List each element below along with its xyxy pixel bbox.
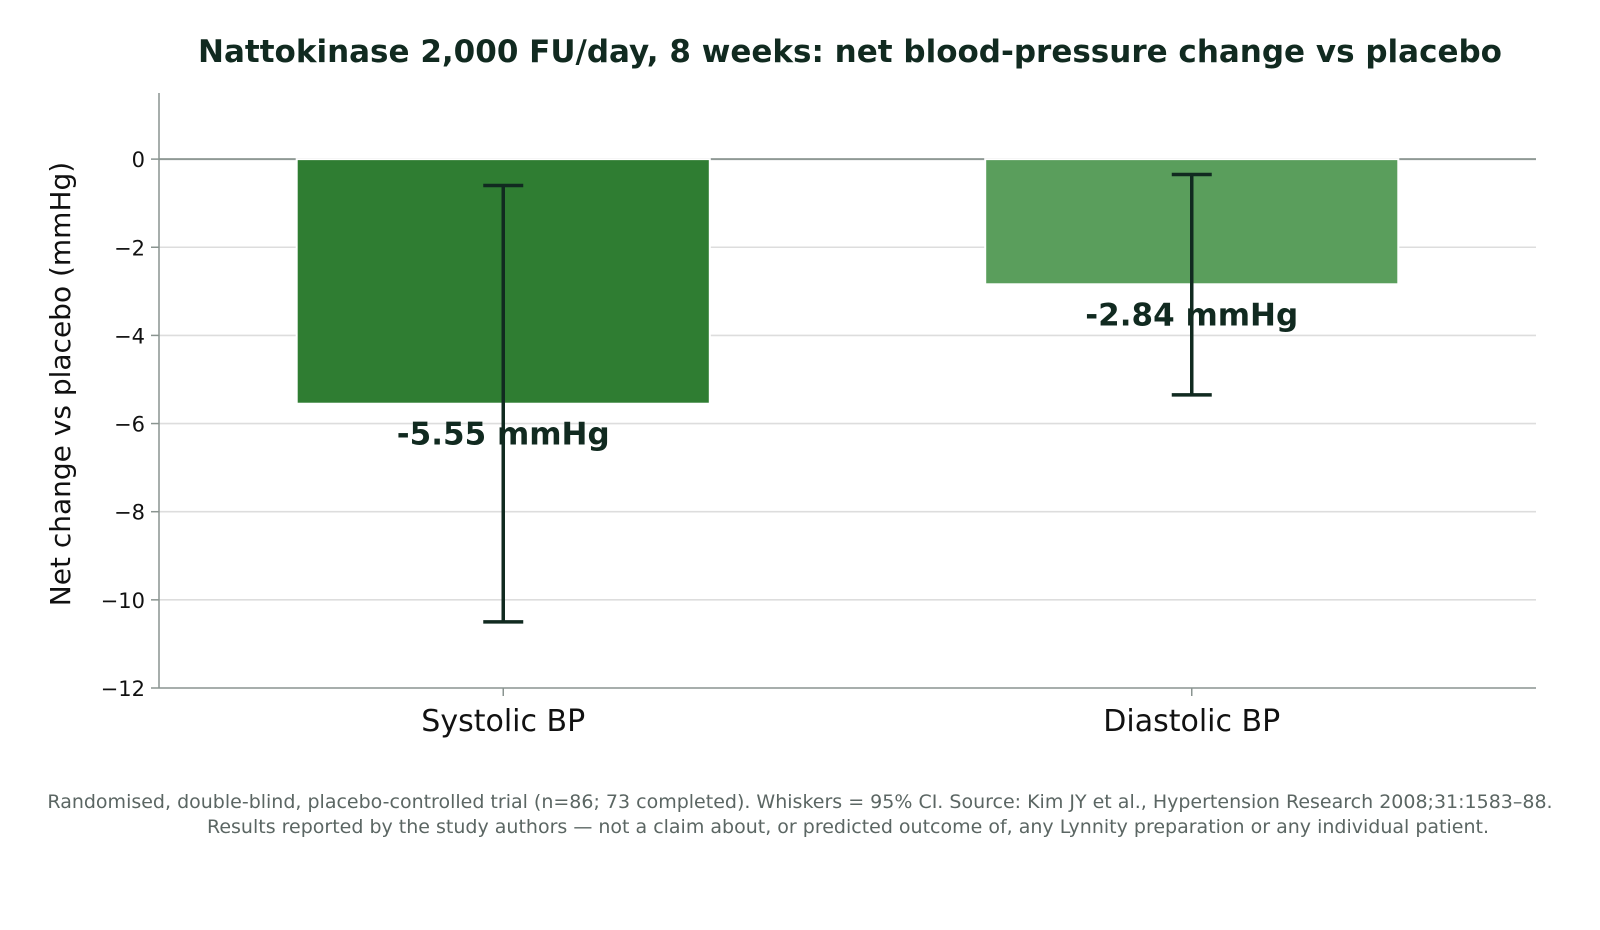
y-tick-label: −6 <box>114 413 145 437</box>
data-label: -5.55 mmHg <box>397 417 610 453</box>
footnote-line-1: Randomised, double-blind, placebo-contro… <box>47 791 1552 813</box>
y-tick-label: −12 <box>101 677 145 701</box>
y-tick-label: −4 <box>114 324 145 348</box>
y-tick-label: −10 <box>101 589 145 613</box>
error-bars <box>483 172 1212 624</box>
data-labels: -5.55 mmHg -2.84 mmHg <box>397 297 1298 452</box>
footnote-line-2: Results reported by the study authors — … <box>207 816 1489 838</box>
bars <box>295 158 1400 405</box>
chart-title: Nattokinase 2,000 FU/day, 8 weeks: net b… <box>198 34 1502 70</box>
x-tick-label: Systolic BP <box>421 704 585 739</box>
x-tick-label: Diastolic BP <box>1103 704 1280 739</box>
data-label: -2.84 mmHg <box>1085 297 1298 333</box>
y-tick-label: −8 <box>114 501 145 525</box>
y-tick-label: 0 <box>132 148 145 172</box>
y-tick-label: −2 <box>114 236 145 260</box>
axes: 0 −2 −4 −6 −8 −10 −12 Systolic BP Diastolic BP <box>101 93 1536 739</box>
y-axis-label: Net change vs placebo (mmHg) <box>44 162 77 606</box>
